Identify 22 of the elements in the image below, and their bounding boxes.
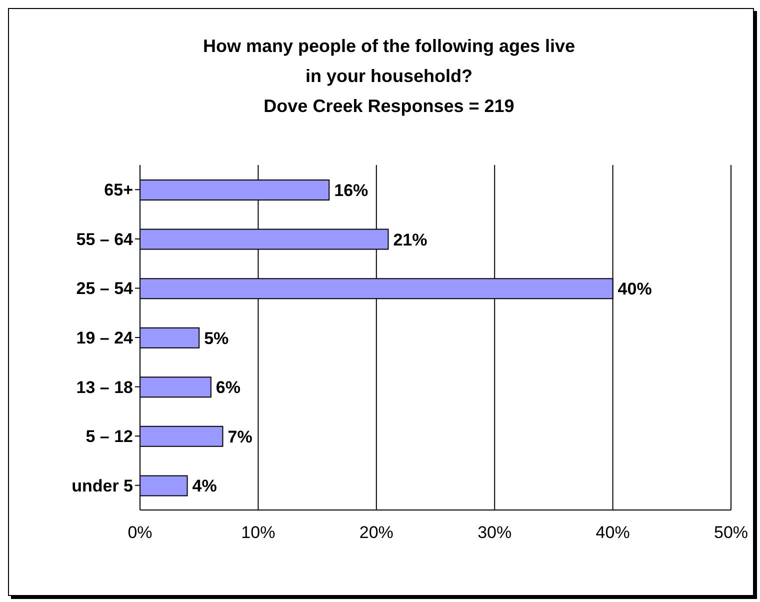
x-tick-label: 50%: [714, 523, 748, 542]
data-label: 21%: [393, 230, 428, 250]
data-label: 16%: [334, 181, 368, 200]
x-tick-label: 40%: [596, 523, 630, 542]
y-tick-label: 19 – 24: [76, 328, 134, 348]
data-label: 7%: [228, 427, 252, 446]
x-tick-label: 20%: [359, 523, 394, 542]
x-tick-label: 30%: [478, 523, 512, 542]
y-tick-label: 13 – 18: [76, 378, 133, 397]
x-tick-label: 10%: [241, 523, 276, 542]
chart-title: How many people of the following ages live in your household?: [202, 35, 576, 88]
y-tick-label: under 5: [72, 476, 133, 496]
y-tick-label: 25 – 54: [76, 279, 134, 298]
y-tick-label: 55 – 64: [76, 230, 134, 249]
data-label: 6%: [216, 378, 240, 398]
x-tick-label: 0%: [128, 523, 152, 542]
data-label: 5%: [204, 328, 229, 348]
chart-subtitle: Dove Creek Responses = 219: [262, 95, 516, 118]
y-tick-label: 65+: [104, 180, 134, 200]
data-label: 40%: [618, 280, 652, 299]
data-label: 4%: [192, 476, 217, 496]
y-tick-label: 5 – 12: [86, 427, 133, 446]
